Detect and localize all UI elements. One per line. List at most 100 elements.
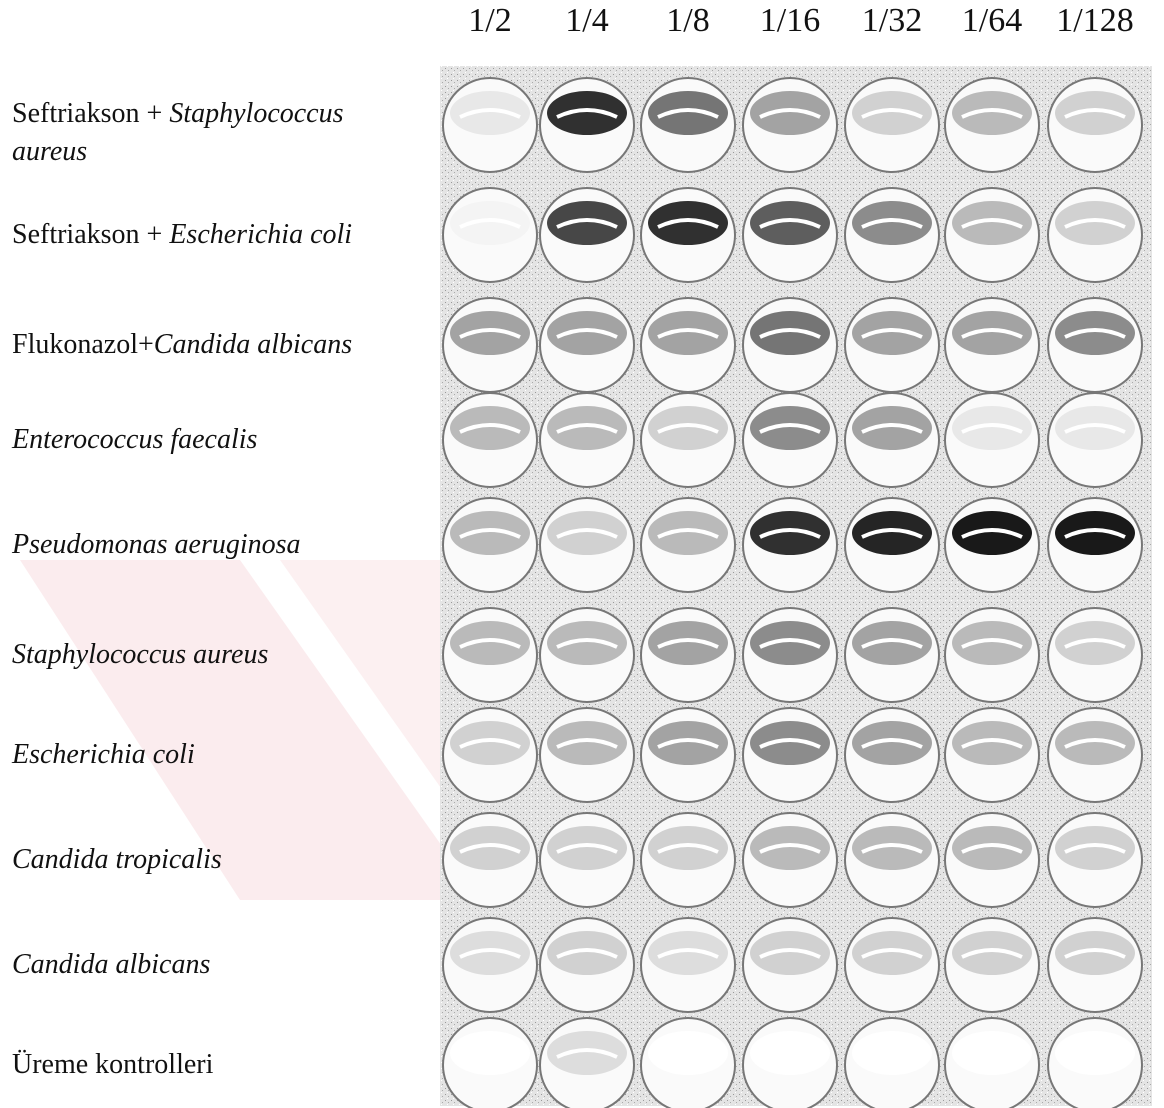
well-shading <box>750 311 830 355</box>
well-shading <box>648 511 728 555</box>
well-shading <box>852 91 932 135</box>
label-text: Üreme kontrolleri <box>12 1049 213 1080</box>
well-shading <box>648 311 728 355</box>
well-shading <box>952 1031 1032 1075</box>
well-shading <box>547 1031 627 1075</box>
well-shading <box>750 91 830 135</box>
well-shading <box>450 1031 530 1075</box>
organism-name: Staphylococcus aureus <box>12 639 268 670</box>
row-label: Seftriakson + Staphylococcus aureus <box>12 95 422 171</box>
well-shading <box>852 826 932 870</box>
well-shading <box>1055 201 1135 245</box>
label-text: Seftriakson + <box>12 98 169 129</box>
well-shading <box>450 721 530 765</box>
row-label: Enterococcus faecalis <box>12 421 422 459</box>
well-shading <box>952 721 1032 765</box>
well-shading <box>750 406 830 450</box>
well-shading <box>450 621 530 665</box>
well-shading <box>750 511 830 555</box>
row-label: Escherichia coli <box>12 736 422 774</box>
well-shading <box>952 406 1032 450</box>
label-text: Seftriakson + <box>12 219 169 250</box>
well-shading <box>750 1031 830 1075</box>
well-shading <box>952 201 1032 245</box>
row-label: Seftriakson + Escherichia coli <box>12 216 422 254</box>
organism-name: Escherichia coli <box>169 219 352 250</box>
well-shading <box>648 406 728 450</box>
well-shading <box>1055 406 1135 450</box>
column-header: 1/128 <box>1056 2 1133 40</box>
column-header: 1/2 <box>468 2 511 40</box>
well-shading <box>750 621 830 665</box>
well-shading <box>547 621 627 665</box>
row-label: Candida albicans <box>12 946 422 984</box>
well-shading <box>648 621 728 665</box>
well-shading <box>450 406 530 450</box>
row-label: Flukonazol+Candida albicans <box>12 326 422 364</box>
column-header: 1/32 <box>862 2 922 40</box>
well-shading <box>1055 91 1135 135</box>
well-shading <box>952 311 1032 355</box>
well-shading <box>852 1031 932 1075</box>
column-header: 1/8 <box>666 2 709 40</box>
well-shading <box>852 721 932 765</box>
well-shading <box>547 721 627 765</box>
organism-name: Enterococcus faecalis <box>12 424 257 455</box>
well-shading <box>547 406 627 450</box>
well-shading <box>852 201 932 245</box>
well-shading <box>852 406 932 450</box>
well-shading <box>1055 621 1135 665</box>
well-shading <box>547 91 627 135</box>
well-shading <box>547 311 627 355</box>
well-shading <box>952 511 1032 555</box>
column-header: 1/4 <box>565 2 608 40</box>
well-shading <box>1055 826 1135 870</box>
well-shading <box>952 621 1032 665</box>
organism-name: Candida albicans <box>12 949 210 980</box>
well-shading <box>450 511 530 555</box>
well-shading <box>450 931 530 975</box>
well-shading <box>952 91 1032 135</box>
well-shading <box>648 91 728 135</box>
well-shading <box>952 826 1032 870</box>
well-shading <box>750 201 830 245</box>
column-header: 1/16 <box>760 2 820 40</box>
well-shading <box>648 826 728 870</box>
label-text: Flukonazol+ <box>12 329 154 360</box>
organism-name: Escherichia coli <box>12 739 195 770</box>
well-shading <box>450 201 530 245</box>
well-shading <box>750 826 830 870</box>
well-shading <box>952 931 1032 975</box>
well-shading <box>648 931 728 975</box>
row-label: Candida tropicalis <box>12 841 422 879</box>
organism-name: Candida tropicalis <box>12 844 222 875</box>
well-shading <box>547 931 627 975</box>
row-label: Pseudomonas aeruginosa <box>12 526 422 564</box>
well-shading <box>750 721 830 765</box>
well-shading <box>547 201 627 245</box>
well-shading <box>750 931 830 975</box>
well-shading <box>547 511 627 555</box>
figure: 1/2 1/4 1/8 1/16 1/32 1/64 1/128 Seftriakson + … <box>0 0 1164 1108</box>
well-shading <box>450 311 530 355</box>
well-shading <box>547 826 627 870</box>
well-shading <box>1055 931 1135 975</box>
well-shading <box>852 931 932 975</box>
well-shading <box>852 621 932 665</box>
well-shading <box>852 511 932 555</box>
well-shading <box>1055 721 1135 765</box>
well-shading <box>1055 511 1135 555</box>
well-shading <box>1055 1031 1135 1075</box>
well-shading <box>450 91 530 135</box>
well-shading <box>648 721 728 765</box>
row-label: Üreme kontrolleri <box>12 1046 422 1084</box>
well-shading <box>450 826 530 870</box>
well-shading <box>1055 311 1135 355</box>
organism-name: Pseudomonas aeruginosa <box>12 529 301 560</box>
well-shading <box>648 201 728 245</box>
organism-name: Candida albicans <box>154 329 352 360</box>
well-shading <box>852 311 932 355</box>
well-shading <box>648 1031 728 1075</box>
row-label: Staphylococcus aureus <box>12 636 422 674</box>
column-header: 1/64 <box>962 2 1022 40</box>
